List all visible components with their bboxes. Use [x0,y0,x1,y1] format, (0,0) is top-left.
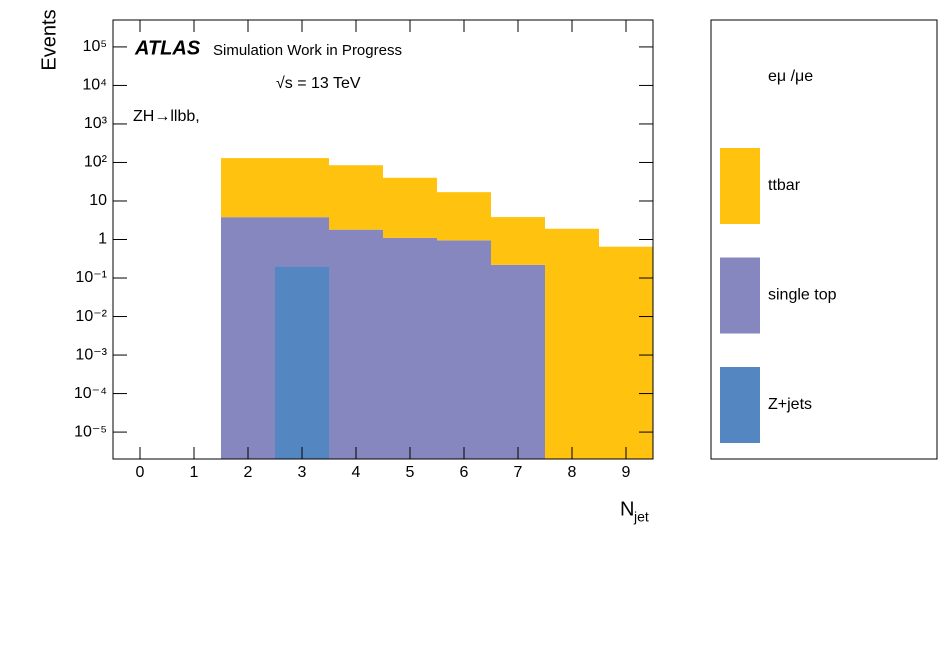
legend-swatch [720,367,760,443]
bar [275,217,329,267]
y-axis-label: Events [38,9,60,70]
x-axis-label-sub: jet [633,509,649,525]
bar [221,217,275,459]
x-tick-label: 2 [244,464,253,481]
y-tick-label: 10 [89,192,107,209]
y-tick-label: 10³ [84,115,108,132]
y-tick-label: 10² [84,154,108,171]
x-tick-label: 9 [622,464,631,481]
y-tick-label: 10⁵ [83,38,107,55]
channel-label: ZH→llbb, [133,108,200,125]
bar [329,165,383,230]
energy-label: √s = 13 TeV [276,75,361,92]
y-tick-label: 10⁻⁵ [74,423,107,440]
legend-label: single top [768,287,837,304]
bar [275,266,329,459]
bar [383,237,437,459]
bar [275,158,329,218]
bar [221,158,275,218]
x-tick-label: 8 [568,464,577,481]
x-tick-label: 1 [190,464,199,481]
x-tick-label: 5 [406,464,415,481]
x-tick-label: 4 [352,464,361,481]
x-tick-label: 6 [460,464,469,481]
legend-label: Z+jets [768,396,812,413]
x-tick-label: 0 [136,464,145,481]
legend-header: eμ /μe [768,68,813,85]
y-tick-label: 1 [98,231,107,248]
bar [545,228,599,459]
y-tick-label: 10⁴ [82,77,107,94]
legend-swatch [720,257,760,334]
bar [383,177,437,238]
bar [491,264,545,459]
bar [437,192,491,241]
x-tick-label: 7 [514,464,523,481]
x-tick-label: 3 [298,464,307,481]
bar [437,240,491,459]
y-tick-label: 10⁻² [75,308,107,325]
atlas-sublabel: Simulation Work in Progress [213,42,402,59]
x-axis-label: N [620,498,634,520]
bar [329,229,383,459]
bar [491,217,545,265]
y-tick-label: 10⁻³ [75,346,107,363]
bar [599,246,653,459]
y-tick-label: 10⁻⁴ [74,385,107,402]
atlas-label: ATLAS [134,37,201,59]
legend-label: ttbar [768,177,801,194]
legend-swatch [720,148,760,224]
y-tick-label: 10⁻¹ [75,269,107,286]
legend-box [710,19,938,460]
plot-area [221,158,653,459]
